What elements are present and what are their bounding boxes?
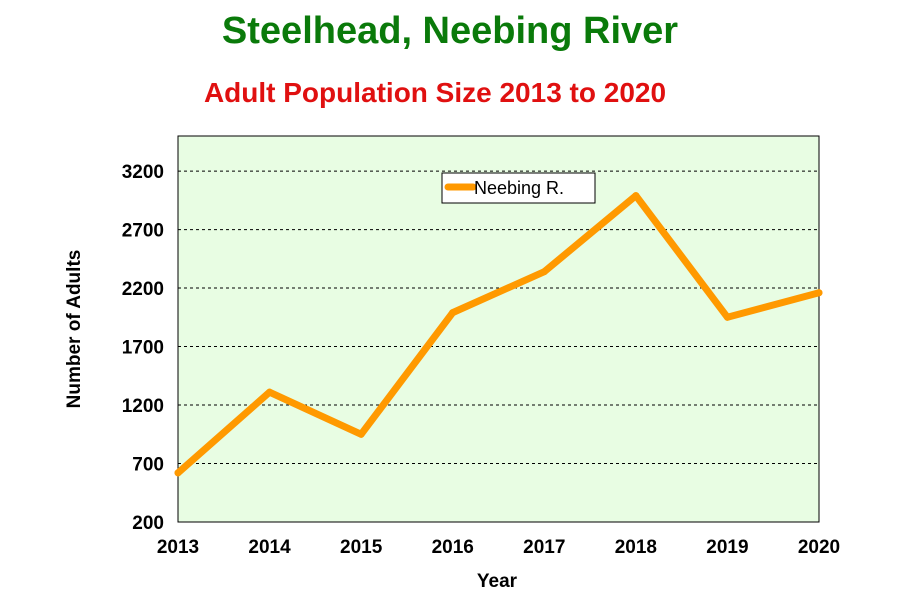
y-axis-ticks: 200 700 1200 1700 2200 2700 3200 <box>122 162 164 534</box>
gridlines <box>178 170 819 465</box>
y-tick-label: 2200 <box>122 279 164 300</box>
y-tick-label: 3200 <box>122 162 164 183</box>
y-tick-label: 1200 <box>122 396 164 417</box>
x-axis-ticks: 2013 2014 2015 2016 2017 2018 2019 2020 <box>157 537 840 558</box>
data-point <box>449 309 457 317</box>
data-point <box>723 313 731 321</box>
legend: Neebing R. <box>441 172 596 204</box>
data-point <box>540 268 548 276</box>
x-tick-label: 2016 <box>432 537 474 558</box>
data-point <box>632 192 640 200</box>
y-tick-label: 1700 <box>122 338 164 359</box>
chart-subtitle: Adult Population Size 2013 to 2020 <box>204 77 666 108</box>
data-point <box>815 289 823 297</box>
y-tick-label: 2700 <box>122 221 164 242</box>
x-tick-label: 2014 <box>248 537 291 558</box>
chart-title: Steelhead, Neebing River <box>222 10 678 52</box>
x-tick-label: 2013 <box>157 537 199 558</box>
x-tick-label: 2017 <box>523 537 565 558</box>
series-line-neebing <box>174 192 823 477</box>
y-tick-label: 700 <box>132 455 164 476</box>
data-point <box>266 388 274 396</box>
data-point <box>174 469 182 477</box>
y-tick-label: 200 <box>132 513 164 534</box>
x-tick-label: 2020 <box>798 537 840 558</box>
x-tick-label: 2018 <box>615 537 657 558</box>
y-axis-label: Number of Adults <box>64 250 85 409</box>
x-tick-label: 2015 <box>340 537 383 558</box>
legend-label-neebing: Neebing R. <box>474 178 564 198</box>
x-axis-label: Year <box>477 571 518 592</box>
data-point <box>357 430 365 438</box>
x-tick-label: 2019 <box>706 537 748 558</box>
series-group <box>174 192 823 477</box>
